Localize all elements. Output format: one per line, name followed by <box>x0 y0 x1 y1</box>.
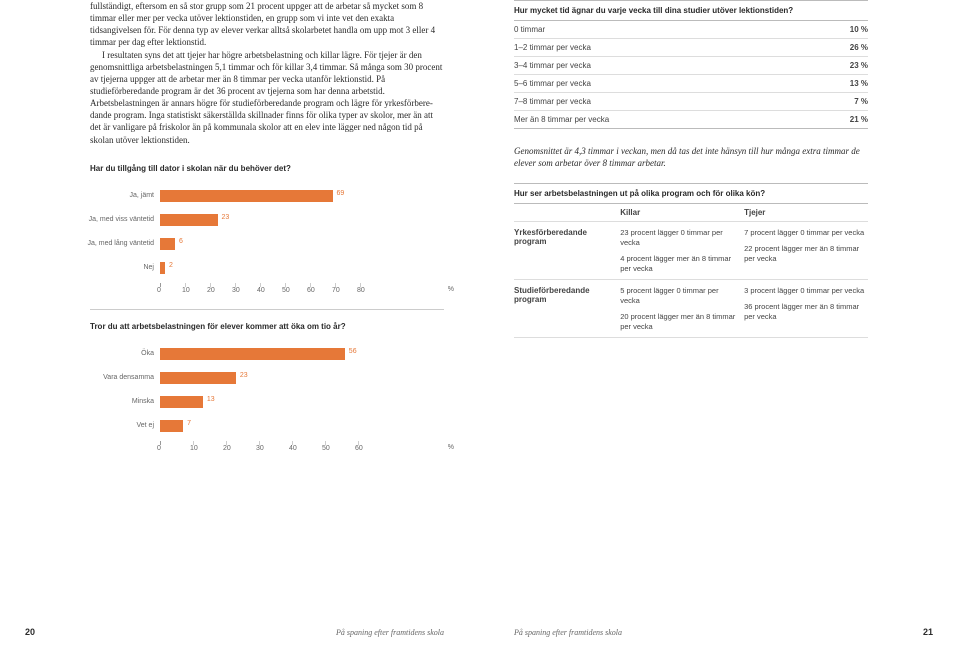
col-header-killar: Killar <box>620 208 744 217</box>
bar-row: Ja, jämt69 <box>160 187 444 205</box>
bar: 23 <box>160 372 236 384</box>
chart-axis: 0102030405060% <box>160 441 444 445</box>
table-1: Hur mycket tid ägnar du varje vecka till… <box>514 0 868 129</box>
bar-row: Nej2 <box>160 259 444 277</box>
bar-label: Minska <box>74 398 154 405</box>
bar-label: Vet ej <box>74 422 154 429</box>
bar: 7 <box>160 420 183 432</box>
left-page: fullständigt, eftersom en så stor grupp … <box>0 0 479 647</box>
footer-left: 20 På spaning efter framtidens skola <box>25 627 444 637</box>
bar-value: 7 <box>187 420 191 427</box>
chart-axis: 01020304050607080% <box>160 283 444 287</box>
right-page: Hur mycket tid ägnar du varje vecka till… <box>479 0 958 647</box>
bar-row: Öka56 <box>160 345 444 363</box>
chart-2-bars: Öka56 Vara densamma23 Minska13 Vet ej7 01020… <box>160 345 444 445</box>
bar-value: 23 <box>222 214 230 221</box>
bar-row: Vara densamma23 <box>160 369 444 387</box>
bar-label: Ja, med viss väntetid <box>74 216 154 223</box>
table-row: 7–8 timmar per vecka7 % <box>514 93 868 111</box>
summary-text: Genomsnittet är 4,3 timmar i veckan, men… <box>514 145 868 169</box>
bar-row: Ja, med lång väntetid6 <box>160 235 444 253</box>
table-1-title: Hur mycket tid ägnar du varje vecka till… <box>514 0 868 21</box>
bar-value: 56 <box>349 348 357 355</box>
paragraph-1: fullständigt, eftersom en så stor grupp … <box>90 0 444 49</box>
table-row: Studieförberedande program5 procent lägg… <box>514 280 868 338</box>
bar-label: Nej <box>74 264 154 271</box>
footer-title-right: På spaning efter framtidens skola <box>514 628 622 637</box>
table-row: Yrkesförberedande program23 procent lägg… <box>514 222 868 280</box>
table-row: 3–4 timmar per vecka23 % <box>514 57 868 75</box>
footer-title-left: På spaning efter framtidens skola <box>336 628 444 637</box>
table-row: 1–2 timmar per vecka26 % <box>514 39 868 57</box>
page-number-left: 20 <box>25 627 35 637</box>
chart-2: Tror du att arbetsbelastningen för eleve… <box>90 322 444 445</box>
table-2: Hur ser arbetsbelastningen ut på olika p… <box>514 183 868 338</box>
chart-1-title: Har du tillgång till dator i skolan när … <box>90 164 444 173</box>
bar-label: Öka <box>74 350 154 357</box>
bar-value: 69 <box>337 190 345 197</box>
divider <box>90 309 444 310</box>
bar: 56 <box>160 348 345 360</box>
col-header-tjejer: Tjejer <box>744 208 868 217</box>
table-2-header: Killar Tjejer <box>514 204 868 222</box>
bar: 6 <box>160 238 175 250</box>
page-number-right: 21 <box>923 627 933 637</box>
bar-row: Vet ej7 <box>160 417 444 435</box>
bar-row: Minska13 <box>160 393 444 411</box>
bar: 2 <box>160 262 165 274</box>
bar-value: 23 <box>240 372 248 379</box>
table-1-rows: 0 timmar10 %1–2 timmar per vecka26 %3–4 … <box>514 21 868 129</box>
bar-label: Ja, jämt <box>74 192 154 199</box>
table-2-rows: Yrkesförberedande program23 procent lägg… <box>514 222 868 338</box>
bar-label: Ja, med lång väntetid <box>74 240 154 247</box>
footer-right: På spaning efter framtidens skola 21 <box>514 627 933 637</box>
bar-value: 13 <box>207 396 215 403</box>
table-row: 5–6 timmar per vecka13 % <box>514 75 868 93</box>
bar-value: 6 <box>179 238 183 245</box>
bar-label: Vara densamma <box>74 374 154 381</box>
table-row: Mer än 8 timmar per vecka21 % <box>514 111 868 129</box>
table-2-title: Hur ser arbetsbelastningen ut på olika p… <box>514 183 868 204</box>
chart-1-bars: Ja, jämt69 Ja, med viss väntetid23 Ja, med… <box>160 187 444 287</box>
bar-row: Ja, med viss väntetid23 <box>160 211 444 229</box>
bar: 69 <box>160 190 333 202</box>
paragraph-2: I resultaten syns det att tjejer har hög… <box>90 49 444 146</box>
bar: 13 <box>160 396 203 408</box>
chart-2-title: Tror du att arbetsbelastningen för eleve… <box>90 322 444 331</box>
bar-value: 2 <box>169 262 173 269</box>
table-row: 0 timmar10 % <box>514 21 868 39</box>
chart-1: Har du tillgång till dator i skolan när … <box>90 164 444 287</box>
bar: 23 <box>160 214 218 226</box>
